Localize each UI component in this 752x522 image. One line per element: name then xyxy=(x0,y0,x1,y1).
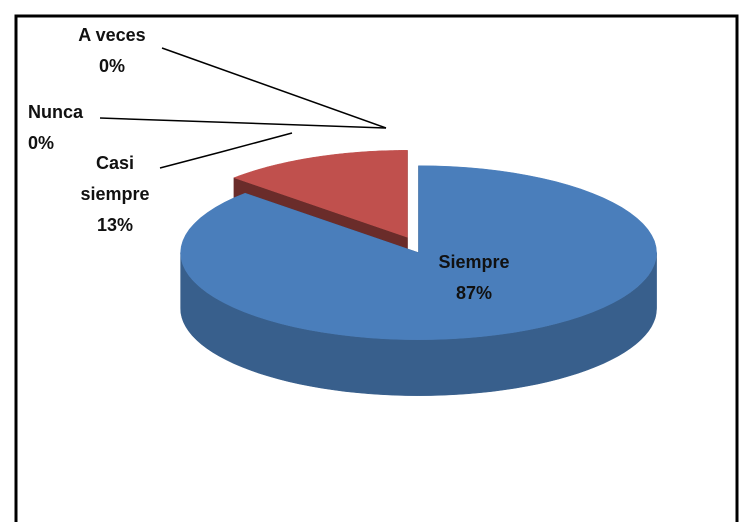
data-label: Nunca 0% xyxy=(28,97,118,159)
leader-lines xyxy=(99,47,387,169)
value-label: 0% xyxy=(98,56,125,76)
category-name: Nunca xyxy=(28,102,84,122)
data-label: A veces 0% xyxy=(57,20,167,82)
category-name: Siempre xyxy=(438,252,510,272)
value-label: 0% xyxy=(28,133,55,153)
pie xyxy=(180,150,657,396)
value-label: 87% xyxy=(455,283,493,303)
data-label: Siempre 87% xyxy=(404,247,544,309)
slice xyxy=(233,150,408,238)
data-label: Casi siempre 13% xyxy=(60,148,170,241)
slice xyxy=(180,165,657,340)
category-name: Casi siempre xyxy=(80,153,150,204)
leader-line xyxy=(161,47,387,129)
leader-line xyxy=(159,132,293,169)
leader-line xyxy=(99,117,387,129)
category-name: A veces xyxy=(78,25,146,45)
value-label: 13% xyxy=(96,215,134,235)
chart-frame xyxy=(14,14,739,522)
